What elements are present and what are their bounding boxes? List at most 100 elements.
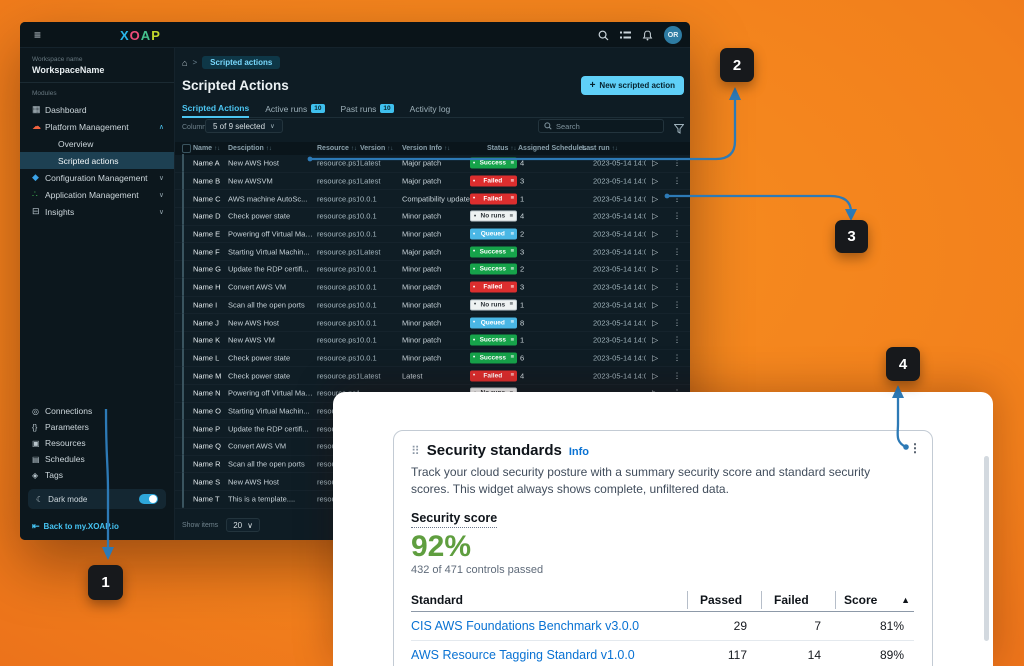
row-kebab-icon[interactable]: ⋮ — [673, 229, 681, 239]
breadcrumb-chip[interactable]: Scripted actions — [202, 56, 281, 69]
standards-column-header[interactable]: Passed — [687, 590, 761, 609]
list-view-icon[interactable] — [620, 30, 631, 41]
row-kebab-icon[interactable]: ⋮ — [673, 264, 681, 274]
sidebar-item[interactable]: Scripted actions — [20, 152, 174, 169]
search-icon[interactable] — [598, 30, 609, 41]
sort-icon[interactable]: ↑↓ — [265, 145, 272, 152]
status-badge[interactable]: • Failed ≡ — [470, 175, 517, 187]
column-header[interactable]: Last run ↑↓ — [582, 142, 618, 155]
row-checkbox[interactable] — [182, 207, 184, 226]
back-to-xoap-link[interactable]: ⇤ Back to my.XOAP.io — [20, 515, 174, 532]
run-play-icon[interactable]: ▷ — [652, 194, 659, 204]
row-kebab-icon[interactable]: ⋮ — [673, 247, 681, 257]
column-header[interactable]: Status ↑↓ — [487, 142, 516, 155]
sort-icon[interactable]: ↑↓ — [611, 145, 618, 152]
new-scripted-action-button[interactable]: + New scripted action — [580, 76, 684, 95]
table-row[interactable]: Name D Check power state resource.ps1 0.… — [175, 207, 690, 226]
info-link[interactable]: Info — [568, 446, 590, 458]
sidebar-footer-item[interactable]: ▣ Resources — [20, 435, 174, 451]
run-play-icon[interactable]: ▷ — [652, 176, 659, 186]
row-checkbox[interactable] — [182, 242, 184, 261]
sort-icon[interactable]: ↑↓ — [444, 145, 451, 152]
row-checkbox[interactable] — [182, 472, 184, 491]
user-avatar[interactable]: OR — [664, 26, 682, 44]
row-checkbox[interactable] — [182, 348, 184, 367]
run-play-icon[interactable]: ▷ — [652, 264, 659, 274]
tab[interactable]: Activity log — [410, 103, 451, 117]
row-checkbox[interactable] — [182, 401, 184, 420]
standards-column-header[interactable]: Standard — [411, 593, 687, 607]
sort-icon[interactable]: ↑↓ — [510, 145, 517, 152]
home-icon[interactable]: ⌂ — [182, 57, 188, 68]
sidebar-item[interactable]: Overview — [20, 135, 174, 152]
hamburger-menu-icon[interactable]: ≡ — [34, 27, 42, 42]
run-play-icon[interactable]: ▷ — [652, 353, 659, 363]
tab[interactable]: Active runs 10 — [265, 103, 325, 117]
table-row[interactable]: Name E Powering off Virtual Mac... resou… — [175, 225, 690, 244]
columns-select[interactable]: 5 of 9 selected ∨ — [205, 119, 283, 133]
status-badge[interactable]: • Success ≡ — [470, 246, 517, 258]
row-kebab-icon[interactable]: ⋮ — [673, 282, 681, 292]
row-checkbox[interactable] — [182, 490, 184, 509]
table-row[interactable]: Name K New AWS VM resource.ps1 0.0.1 Min… — [175, 331, 690, 350]
row-kebab-icon[interactable]: ⋮ — [673, 211, 681, 221]
status-badge[interactable]: • Success ≡ — [470, 352, 517, 364]
standard-link[interactable]: CIS AWS Foundations Benchmark v3.0.0 — [411, 619, 640, 634]
row-checkbox[interactable] — [182, 260, 184, 279]
run-play-icon[interactable]: ▷ — [652, 211, 659, 221]
table-row[interactable]: Name A New AWS Host resource.ps1 Latest … — [175, 154, 690, 173]
status-badge[interactable]: • Queued ≡ — [470, 317, 517, 329]
row-checkbox[interactable] — [182, 437, 184, 456]
table-row[interactable]: Name B New AWSVM resource.ps1 Latest Maj… — [175, 172, 690, 191]
sidebar-item[interactable]: ☁ Platform Management ∧ — [20, 118, 174, 135]
row-kebab-icon[interactable]: ⋮ — [673, 335, 681, 345]
sort-icon[interactable]: ↑↓ — [214, 145, 221, 152]
row-kebab-icon[interactable]: ⋮ — [673, 353, 681, 363]
row-checkbox[interactable] — [182, 295, 184, 314]
row-checkbox[interactable] — [182, 189, 184, 208]
sidebar-footer-item[interactable]: ◎ Connections — [20, 403, 174, 419]
table-row[interactable]: Name C AWS machine AutoSc... resource.ps… — [175, 189, 690, 209]
row-kebab-icon[interactable]: ⋮ — [673, 300, 681, 310]
table-row[interactable]: Name I Scan all the open ports resource.… — [175, 295, 690, 315]
row-checkbox[interactable] — [182, 172, 184, 191]
sidebar-item[interactable]: ⊟ Insights ∨ — [20, 203, 174, 220]
run-play-icon[interactable]: ▷ — [652, 282, 659, 292]
standard-link[interactable]: AWS Resource Tagging Standard v1.0.0 — [411, 648, 635, 663]
column-header[interactable]: Resource ↑↓ — [317, 142, 357, 155]
widget-kebab-icon[interactable]: ⋮ — [909, 441, 921, 455]
status-badge[interactable]: • Success ≡ — [470, 157, 517, 169]
status-badge[interactable]: • Failed ≡ — [470, 281, 517, 293]
row-checkbox[interactable] — [182, 225, 184, 244]
sort-ascending-icon[interactable]: ▲ — [901, 594, 910, 605]
column-header[interactable]: Name ↑↓ — [193, 142, 220, 155]
drag-handle-icon[interactable]: ⠿ — [411, 443, 420, 458]
run-play-icon[interactable]: ▷ — [652, 247, 659, 257]
sidebar-footer-item[interactable]: {} Parameters — [20, 419, 174, 435]
row-checkbox[interactable] — [182, 331, 184, 350]
row-kebab-icon[interactable]: ⋮ — [673, 158, 681, 168]
row-checkbox[interactable] — [182, 366, 184, 385]
run-play-icon[interactable]: ▷ — [652, 158, 659, 168]
row-kebab-icon[interactable]: ⋮ — [673, 371, 681, 381]
table-row[interactable]: Name M Check power state resource.ps1 La… — [175, 366, 690, 385]
row-kebab-icon[interactable]: ⋮ — [673, 318, 681, 328]
run-play-icon[interactable]: ▷ — [652, 371, 659, 381]
status-badge[interactable]: • Success ≡ — [470, 263, 517, 275]
row-kebab-icon[interactable]: ⋮ — [673, 176, 681, 186]
widget-scrollbar[interactable] — [984, 456, 989, 641]
sort-icon[interactable]: ↑↓ — [387, 145, 394, 152]
row-checkbox[interactable] — [182, 384, 184, 403]
run-play-icon[interactable]: ▷ — [652, 229, 659, 239]
tab[interactable]: Past runs 10 — [341, 103, 394, 117]
dark-mode-toggle[interactable] — [139, 494, 158, 504]
sidebar-item[interactable]: ▦ Dashboard — [20, 101, 174, 118]
status-badge[interactable]: • No runs ≡ — [470, 210, 517, 222]
row-checkbox[interactable] — [182, 154, 184, 173]
status-badge[interactable]: • Failed ≡ — [470, 370, 517, 382]
row-checkbox[interactable] — [182, 419, 184, 438]
row-kebab-icon[interactable]: ⋮ — [673, 194, 681, 204]
status-badge[interactable]: • Failed ≡ — [470, 193, 517, 205]
sidebar-item[interactable]: ∴ Application Management ∨ — [20, 186, 174, 203]
run-play-icon[interactable]: ▷ — [652, 335, 659, 345]
